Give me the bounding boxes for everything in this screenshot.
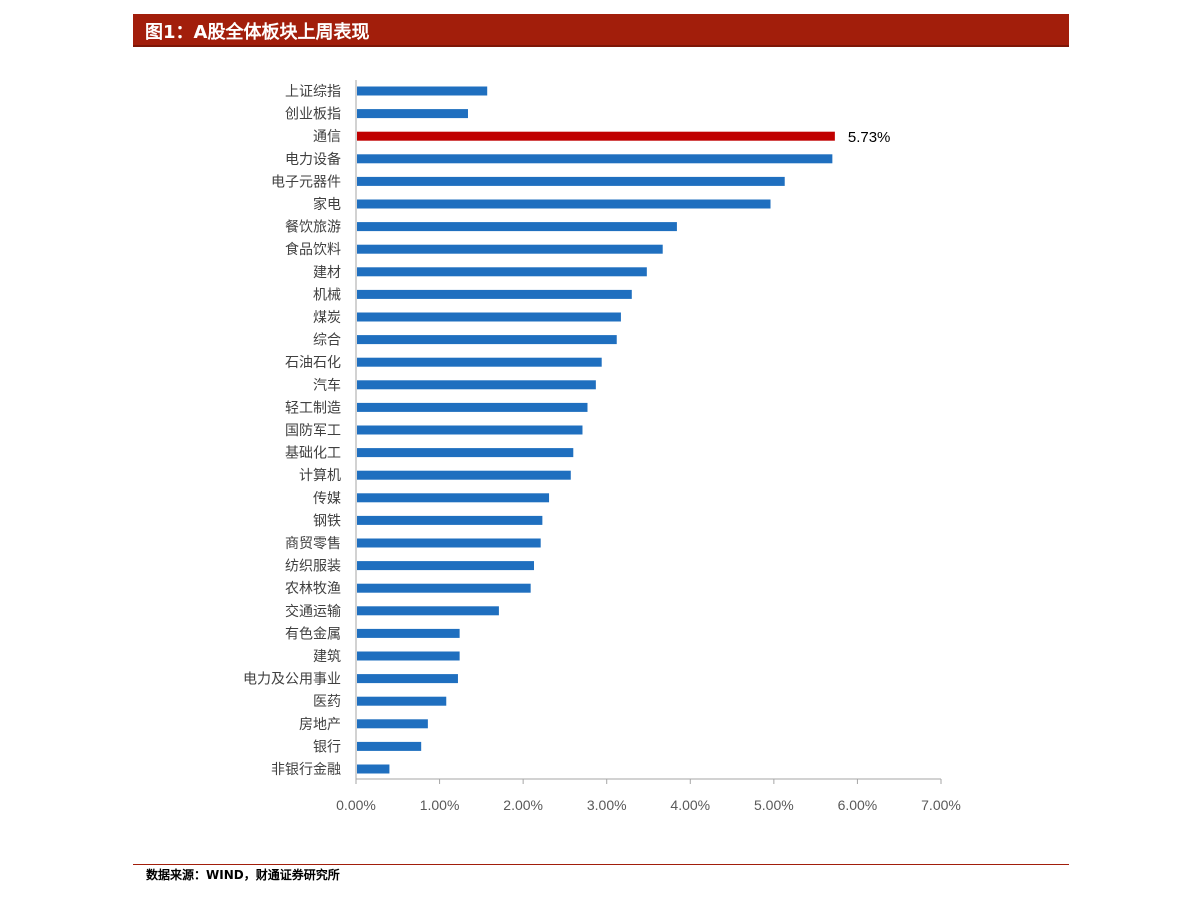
bar [357, 628, 460, 638]
bar [357, 696, 447, 706]
category-label: 石油石化 [285, 355, 341, 371]
bar [357, 470, 571, 480]
category-label: 电子元器件 [271, 174, 341, 190]
x-tick-label: 7.00% [921, 797, 961, 813]
category-label: 非银行金融 [271, 762, 341, 778]
category-label: 煤炭 [313, 310, 341, 326]
category-label: 餐饮旅游 [285, 220, 341, 236]
x-tick-label: 5.00% [754, 797, 794, 813]
category-label: 通信 [313, 129, 341, 145]
bar [357, 674, 458, 684]
bar [357, 222, 677, 232]
x-tick-label: 0.00% [336, 797, 376, 813]
bar [357, 357, 602, 367]
bar [357, 199, 771, 209]
source-note: 数据来源：WIND，财通证券研究所 [146, 868, 340, 882]
category-label: 创业板指 [285, 107, 341, 123]
bar [357, 380, 596, 390]
x-tick-label: 4.00% [670, 797, 710, 813]
bar [357, 764, 390, 774]
bar [357, 131, 835, 141]
bar [357, 109, 468, 119]
bar [357, 515, 543, 525]
bar [357, 86, 488, 96]
bar [357, 448, 574, 458]
x-tick-label: 2.00% [503, 797, 543, 813]
bar [357, 176, 785, 186]
bar [357, 493, 550, 503]
category-label: 农林牧渔 [285, 581, 341, 597]
category-label: 交通运输 [285, 603, 341, 620]
chart-title: 图1：A股全体板块上周表现 [145, 22, 370, 43]
category-label: 建材 [313, 265, 341, 281]
title-bar: 图1：A股全体板块上周表现 [133, 14, 1069, 47]
bar [357, 154, 833, 164]
bar [357, 741, 422, 751]
category-label: 上证综指 [285, 84, 341, 100]
category-label: 银行 [313, 739, 341, 755]
category-label: 有色金属 [285, 625, 341, 642]
bar [357, 651, 460, 661]
category-label: 国防军工 [285, 423, 341, 439]
category-label: 电力设备 [285, 151, 341, 168]
category-label: 汽车 [313, 377, 341, 394]
x-tick-label: 1.00% [420, 797, 460, 813]
category-label: 机械 [313, 287, 341, 303]
bar [357, 335, 617, 345]
bar [357, 267, 647, 277]
category-label: 基础化工 [285, 445, 341, 462]
bar [357, 244, 663, 254]
x-tick-label: 3.00% [587, 797, 627, 813]
category-label: 传媒 [313, 491, 341, 507]
bar [357, 538, 541, 548]
category-label: 医药 [313, 694, 341, 710]
category-label: 轻工制造 [285, 400, 341, 416]
bar [357, 561, 535, 571]
category-label: 食品饮料 [285, 241, 341, 258]
bar [357, 719, 428, 729]
category-label: 纺织服装 [285, 559, 341, 575]
category-label: 电力及公用事业 [243, 672, 341, 688]
source-divider [133, 864, 1069, 865]
bar [357, 425, 583, 435]
category-label: 钢铁 [313, 513, 341, 529]
category-label: 综合 [313, 333, 341, 349]
category-label: 建筑 [313, 649, 341, 665]
x-tick-label: 6.00% [838, 797, 878, 813]
bar [357, 583, 531, 593]
bar [357, 606, 499, 616]
category-label: 家电 [313, 196, 341, 213]
category-label: 房地产 [299, 717, 341, 733]
data-label: 5.73% [848, 129, 891, 146]
bar [357, 312, 621, 322]
bar [357, 289, 632, 299]
category-label: 计算机 [299, 468, 341, 484]
bar [357, 402, 588, 412]
category-label: 商贸零售 [285, 536, 341, 552]
